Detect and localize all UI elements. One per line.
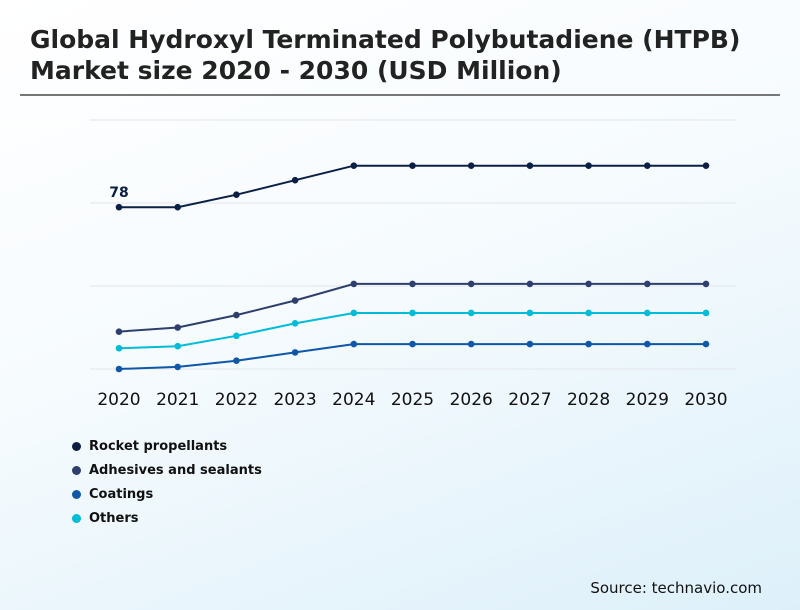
data-point — [644, 280, 651, 288]
data-point — [702, 309, 710, 317]
data-point — [350, 309, 358, 317]
data-point — [585, 280, 592, 288]
data-point — [644, 309, 651, 317]
data-point — [526, 280, 534, 288]
x-tick-label: 2027 — [508, 390, 551, 410]
x-tick-label: 2028 — [567, 390, 610, 410]
legend-item: Coatings — [72, 482, 262, 506]
data-labels: 78 — [109, 185, 128, 201]
line-chart: 2020 2021 2022 2023 2024 2025 2026 2027 2028 2029… — [90, 119, 736, 410]
legend-item: Others — [72, 506, 262, 530]
data-point — [644, 162, 651, 169]
legend-marker — [72, 513, 81, 523]
x-tick-label: 2024 — [332, 390, 375, 410]
data-point — [467, 309, 475, 317]
data-point — [350, 162, 358, 169]
data-point — [409, 162, 416, 169]
x-tick-label: 2026 — [450, 390, 493, 410]
title-divider — [20, 94, 780, 96]
series-line-1 — [118, 282, 706, 333]
data-point — [585, 309, 592, 317]
data-point — [291, 349, 299, 356]
legend-marker — [72, 489, 81, 499]
data-point — [233, 311, 240, 319]
x-tick-label: 2022 — [215, 390, 258, 410]
data-point — [350, 340, 358, 348]
data-point — [585, 340, 592, 348]
legend-label: Adhesives and sealants — [89, 462, 262, 478]
source-credit: Source: technavio.com — [590, 579, 762, 597]
data-point — [526, 162, 534, 169]
data-point — [291, 297, 299, 304]
data-point — [233, 332, 240, 340]
x-tick-label: 2020 — [97, 390, 140, 410]
data-point — [409, 340, 416, 348]
legend-label: Rocket propellants — [89, 438, 228, 454]
data-point — [409, 309, 416, 317]
data-point — [702, 340, 710, 348]
series-line-2 — [118, 343, 706, 370]
data-point — [291, 176, 299, 184]
data-point — [702, 280, 710, 288]
data-point — [233, 191, 240, 198]
data-point — [467, 162, 475, 169]
chart-title: Global Hydroxyl Terminated Polybutadiene… — [30, 25, 741, 85]
legend: Rocket propellants Adhesives and sealants… — [72, 434, 262, 530]
data-point — [115, 344, 123, 352]
data-point — [350, 280, 358, 288]
data-point — [115, 203, 123, 211]
data-point — [174, 363, 181, 371]
data-point — [467, 280, 475, 288]
legend-marker — [72, 465, 81, 475]
legend-item: Adhesives and sealants — [72, 458, 262, 482]
series-line-0 — [119, 164, 706, 209]
data-point — [174, 203, 181, 211]
data-point — [644, 340, 651, 348]
data-point — [585, 162, 592, 169]
series-points — [115, 162, 710, 373]
data-point — [526, 340, 534, 348]
data-label: 78 — [109, 185, 128, 201]
data-point — [291, 320, 299, 327]
grid-lines — [90, 119, 736, 370]
x-tick-label: 2030 — [684, 390, 727, 410]
legend-item: Rocket propellants — [72, 434, 262, 458]
data-point — [467, 340, 475, 348]
x-tick-label: 2021 — [156, 390, 199, 410]
data-point — [233, 357, 240, 365]
legend-marker — [72, 441, 81, 451]
data-point — [115, 328, 123, 335]
data-point — [115, 365, 123, 373]
data-point — [702, 162, 710, 169]
legend-label: Others — [89, 510, 139, 526]
x-tick-label: 2023 — [273, 390, 316, 410]
data-point — [409, 280, 416, 288]
data-point — [526, 309, 534, 317]
x-tick-label: 2029 — [626, 390, 669, 410]
x-axis-ticks: 2020 2021 2022 2023 2024 2025 2026 2027 2028 2029… — [97, 390, 727, 410]
data-point — [174, 324, 181, 331]
x-tick-label: 2025 — [391, 390, 434, 410]
series-lines — [118, 164, 706, 370]
legend-label: Coatings — [89, 486, 154, 502]
data-point — [174, 342, 181, 350]
